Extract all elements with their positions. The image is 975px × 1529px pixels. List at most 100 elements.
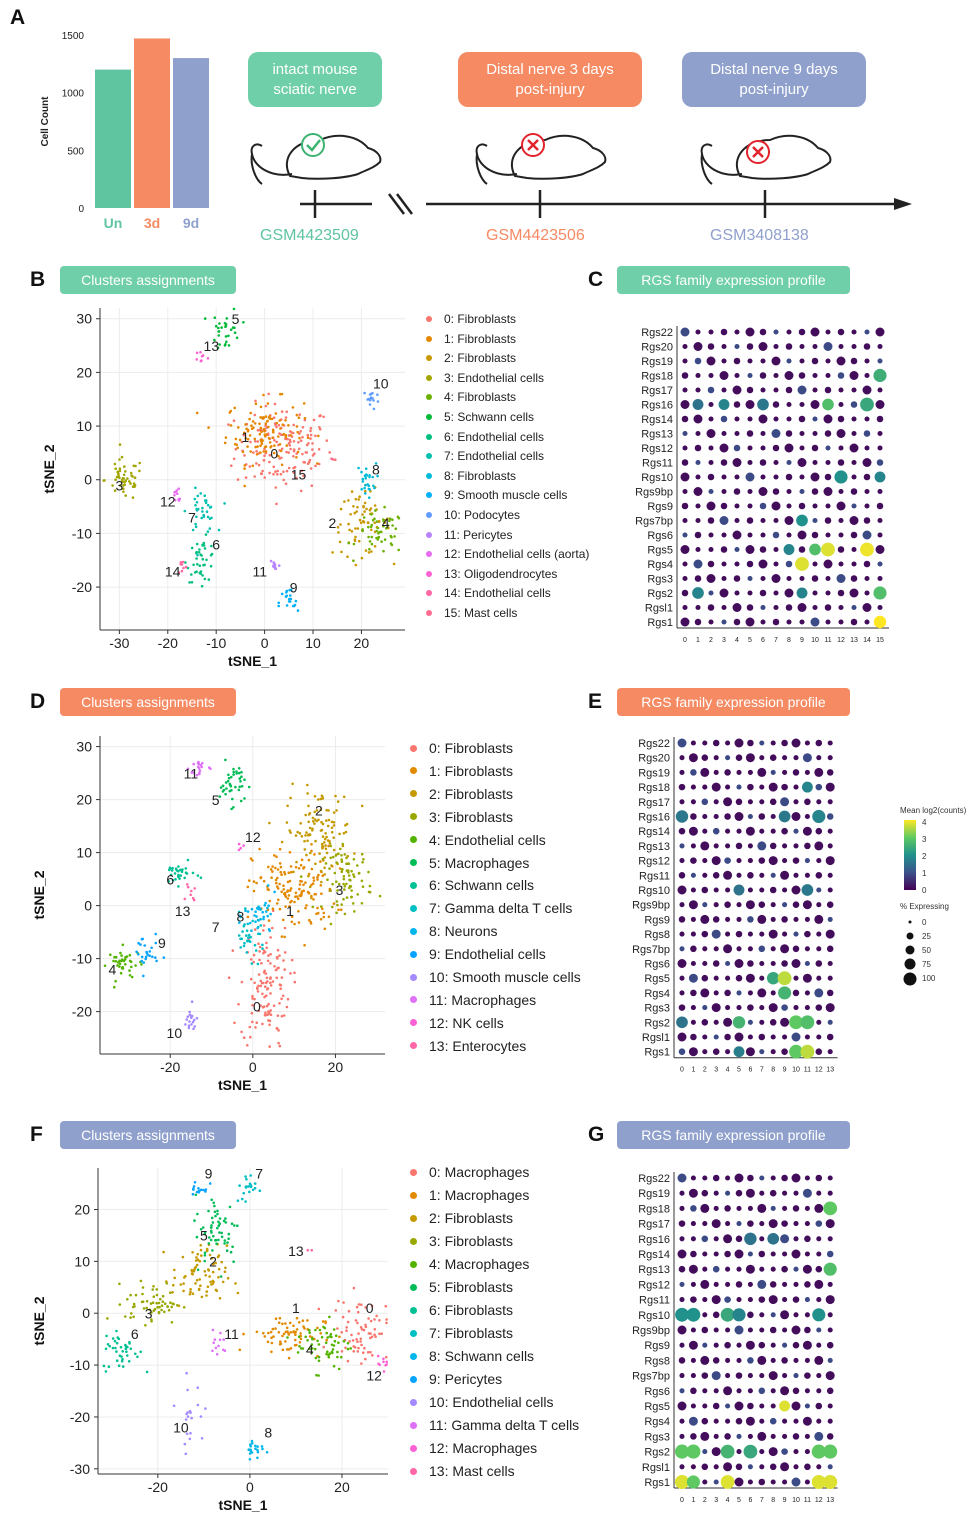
dot-rgs4-6 <box>758 559 768 569</box>
x-tick-label: -10 <box>206 635 226 651</box>
dot-rgs20-3 <box>721 343 727 350</box>
cluster-1-point <box>275 855 278 858</box>
dot-rgs3-1 <box>690 1433 697 1440</box>
dot-rgs22-7 <box>759 740 765 746</box>
cluster-5-point <box>228 782 232 786</box>
cluster-3-point <box>348 884 352 888</box>
y-axis-label: Cell Count <box>40 96 51 147</box>
cluster-6-point <box>127 1360 131 1363</box>
dot-rgs5-6 <box>759 546 767 553</box>
cluster-2-point <box>205 1249 209 1252</box>
cluster-1-point <box>287 871 291 874</box>
dot-rgs8-9 <box>782 931 788 937</box>
cluster-3-point <box>122 487 125 490</box>
legend-swatch <box>410 790 417 798</box>
cluster-0-point <box>251 1020 254 1024</box>
dot-rgs5-5 <box>735 974 743 982</box>
cluster-2-point <box>294 834 298 837</box>
dot-rgs18-13 <box>849 371 859 380</box>
cluster-12-point <box>385 1360 389 1364</box>
dot-rgs2-6 <box>747 1019 753 1025</box>
cluster-4-point <box>311 1347 314 1350</box>
legend-swatch <box>410 904 417 912</box>
cluster-7-point <box>248 940 252 943</box>
dot-rgs22-5 <box>734 1173 744 1183</box>
cluster-5-point <box>203 1254 207 1257</box>
legend-item: 4: Fibroblasts <box>426 390 516 404</box>
cluster-11-point <box>208 766 211 769</box>
dot-rgs6-0 <box>682 532 688 538</box>
legend-label: 13: Enterocytes <box>429 1037 527 1054</box>
dot-rgs11-4 <box>723 870 733 880</box>
dot-rgs12-3 <box>719 443 729 453</box>
dot-rgs13-10 <box>793 843 799 849</box>
cluster-2-point <box>188 1292 192 1296</box>
cluster-6-point <box>177 885 180 888</box>
cluster-2-point <box>332 836 336 839</box>
legend-item: 8: Fibroblasts <box>426 469 516 483</box>
dot-rgs6-8 <box>770 1388 776 1394</box>
cluster-0-point <box>362 1328 366 1332</box>
cluster-label-2: 2 <box>315 803 323 819</box>
cluster-2-point <box>360 556 364 560</box>
dot-rgs18-7 <box>759 784 765 790</box>
cluster-1-point <box>266 1340 270 1344</box>
dot-rgs17-6 <box>760 387 766 393</box>
cluster-8-point <box>267 904 270 907</box>
x-tick-label: 20 <box>328 1059 344 1075</box>
dot-rgs18-13 <box>825 782 835 792</box>
cluster-1-point <box>270 1341 274 1345</box>
cluster-1-point <box>284 895 288 899</box>
cluster-4-point <box>310 1351 314 1354</box>
cluster-5-point <box>199 1228 203 1231</box>
dot-rgs6-11 <box>825 532 831 538</box>
dot-rgs16-12 <box>816 1236 822 1242</box>
legend-label: 2: Fibroblasts <box>444 351 517 366</box>
dot-rgs5-4 <box>725 1403 731 1409</box>
cluster-10-point <box>186 1411 189 1414</box>
cluster-0-point <box>375 1314 378 1318</box>
legend-item: 11: Macrophages <box>410 992 536 1008</box>
cluster-6-point <box>203 547 207 550</box>
dot-rgs16-4 <box>733 401 741 408</box>
cluster-2-point <box>210 1283 213 1286</box>
dot-rgs9-11 <box>825 503 831 509</box>
dot-rgs9-13 <box>851 503 857 509</box>
legend-swatch <box>410 881 417 889</box>
cluster-9-point <box>204 1188 208 1191</box>
cluster-3-point <box>331 905 334 909</box>
dot-rgs12-8 <box>768 856 778 866</box>
dot-rgs11-12 <box>837 459 845 466</box>
dot-rgsl1-0 <box>682 604 688 611</box>
cluster-1-point <box>248 434 252 437</box>
dot-rgs19-11 <box>802 1188 812 1198</box>
dot-rgs16-10 <box>810 400 820 409</box>
cluster-9-point <box>146 953 149 956</box>
cluster-6-point <box>198 548 201 551</box>
dot-rgs18-10 <box>792 1205 800 1212</box>
cluster-7-point <box>242 1191 245 1195</box>
cluster-label-8: 8 <box>372 461 380 477</box>
dot-rgs10-2 <box>702 1312 708 1318</box>
cluster-1-point <box>267 1331 270 1335</box>
cluster-0-point <box>367 1317 370 1320</box>
cluster-6-point <box>197 551 201 554</box>
dot-rgs16-11 <box>822 398 834 411</box>
cluster-3-point <box>132 1315 135 1319</box>
cluster-12-point <box>173 498 177 502</box>
dot-rgs3-13 <box>850 575 858 582</box>
y-tick-label: 0 <box>78 204 84 215</box>
cluster-7-point <box>195 509 199 512</box>
cluster-3-point <box>350 889 353 892</box>
cluster-2-point <box>280 840 284 844</box>
cluster-3-point <box>161 1300 165 1303</box>
dot-rgs16-8 <box>767 1232 780 1245</box>
cluster-2-point <box>323 866 326 870</box>
y-tick-label: 30 <box>76 739 92 755</box>
dot-rgs11-2 <box>702 1297 708 1303</box>
cluster-6-point <box>201 557 205 561</box>
cluster-2-point <box>308 826 312 830</box>
cluster-0-point <box>273 402 277 406</box>
dot-rgs17-6 <box>747 799 753 805</box>
cluster-3-point <box>155 1288 159 1291</box>
